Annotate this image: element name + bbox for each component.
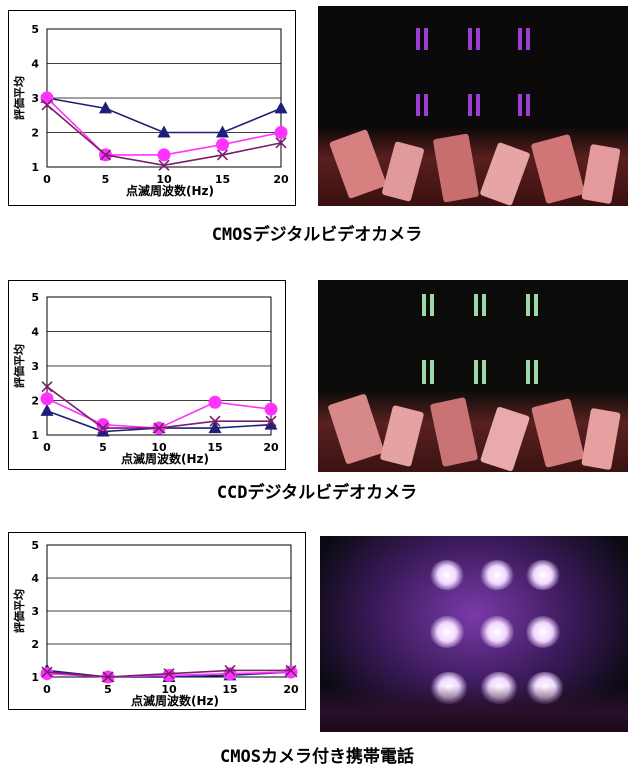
data-point-triangle [99, 101, 112, 114]
data-point-x-stroke [163, 668, 175, 680]
y-tick-label: 1 [31, 671, 39, 684]
y-tick-label: 3 [31, 360, 39, 373]
y-tick-label: 2 [31, 638, 39, 651]
x-tick-label: 15 [207, 441, 222, 454]
data-point-circle [208, 395, 222, 409]
y-tick-label: 1 [31, 429, 39, 442]
data-point-triangle [157, 125, 171, 138]
x-tick-label: 20 [273, 173, 289, 186]
data-point-x [158, 159, 170, 171]
data-point-x [41, 666, 53, 678]
data-point-circle [223, 667, 237, 681]
data-point-x [265, 415, 277, 427]
data-point-x-stroke [41, 381, 53, 393]
data-point-circle [157, 148, 171, 162]
data-point-x [216, 149, 229, 161]
caption-cmos-phone: CMOSカメラ付き携帯電話 [220, 747, 414, 767]
x-tick-label: 0 [43, 441, 51, 454]
y-tick-label: 4 [31, 58, 39, 71]
data-point-x [97, 422, 109, 434]
data-point-circle [284, 665, 298, 679]
y-tick-label: 3 [31, 605, 39, 618]
photo-ccd-video [318, 280, 628, 472]
data-point-triangle [216, 125, 229, 138]
x-tick-label: 5 [104, 683, 112, 696]
data-point-triangle [40, 403, 54, 416]
x-tick-label: 5 [99, 441, 107, 454]
x-axis-label: 点滅周波数(Hz) [126, 183, 214, 198]
photo-cmos-phone [320, 536, 628, 732]
y-tick-label: 2 [31, 127, 39, 140]
data-point-circle [216, 138, 229, 152]
chart-ccd-video: 1 2 3 4 5 0 5 10 15 20 点滅周波数(Hz) 評価平均 [8, 280, 286, 470]
caption-cmos-video: CMOSデジタルビデオカメラ [211, 225, 423, 245]
x-tick-label: 15 [222, 683, 237, 696]
data-point-circle [162, 668, 176, 682]
data-point-circle [264, 402, 278, 416]
y-tick-label: 3 [31, 92, 39, 105]
data-point-x-stroke [216, 149, 229, 161]
y-tick-label: 4 [31, 326, 39, 339]
x-axis-label: 点滅周波数(Hz) [121, 451, 209, 466]
data-point-x-stroke [224, 664, 236, 676]
data-point-x-stroke [265, 415, 277, 427]
chart-svg: 1 2 3 4 5 0 5 10 15 20 点滅周波数(Hz) 評価平均 [12, 539, 299, 708]
data-point-triangle [274, 101, 288, 114]
caption-ccd-video: CCDデジタルビデオカメラ [216, 483, 418, 503]
data-point-triangle [208, 421, 222, 434]
panel-ccd-video: 1 2 3 4 5 0 5 10 15 20 点滅周波数(Hz) 評価平均 CCDデジタルビデオカメラ [8, 280, 628, 503]
y-axis-label: 評価平均 [12, 76, 26, 120]
data-point-x [41, 381, 53, 393]
data-point-x [153, 422, 165, 434]
data-point-x [102, 671, 114, 683]
data-point-x [275, 137, 287, 149]
x-tick-label: 20 [283, 683, 299, 696]
data-point-x [224, 664, 236, 676]
chart-cmos-video: 1 2 3 4 5 0 5 10 15 20 点滅周波数(Hz) 評価平均 [8, 10, 296, 206]
x-tick-label: 20 [263, 441, 279, 454]
x-tick-label: 5 [102, 173, 110, 186]
data-point-x-stroke [41, 666, 53, 678]
data-point-x-stroke [41, 99, 53, 111]
y-tick-label: 5 [31, 291, 39, 304]
y-tick-label: 5 [31, 539, 39, 552]
y-tick-label: 1 [31, 161, 39, 174]
y-tick-label: 4 [31, 572, 39, 585]
data-point-x-stroke [275, 137, 287, 149]
x-tick-label: 15 [215, 173, 230, 186]
data-point-circle [40, 667, 54, 681]
y-axis-label: 評価平均 [12, 344, 26, 388]
data-point-x [163, 668, 175, 680]
data-point-x [209, 415, 221, 427]
y-axis-label: 評価平均 [12, 589, 26, 633]
data-point-circle [274, 126, 288, 139]
data-point-x-stroke [153, 422, 165, 434]
data-point-x-stroke [209, 415, 221, 427]
y-tick-label: 2 [31, 395, 39, 408]
data-point-x [99, 149, 112, 161]
x-tick-label: 10 [156, 173, 172, 186]
x-tick-label: 10 [161, 683, 177, 696]
data-point-x [41, 99, 53, 111]
x-tick-label: 0 [43, 173, 51, 186]
data-point-x-stroke [102, 671, 114, 683]
data-point-circle [40, 392, 54, 406]
data-point-x-stroke [97, 422, 109, 434]
data-point-x-stroke [285, 664, 297, 676]
photo-cmos-video [318, 6, 628, 206]
data-point-x-stroke [158, 159, 170, 171]
x-tick-label: 0 [43, 683, 51, 696]
data-point-triangle [264, 417, 278, 430]
chart-cmos-phone: 1 2 3 4 5 0 5 10 15 20 点滅周波数(Hz) 評価平均 [8, 532, 306, 710]
chart-svg: 1 2 3 4 5 0 5 10 15 20 点滅周波数(Hz) 評価平均 [12, 23, 289, 198]
y-tick-label: 5 [31, 23, 39, 36]
panel-cmos-video: 1 2 3 4 5 0 5 10 15 20 点滅周波数(Hz) 評価平均 CMOSデジタルビデオカメ… [0, 0, 634, 250]
chart-svg: 1 2 3 4 5 0 5 10 15 20 点滅周波数(Hz) 評価平均 [12, 291, 279, 466]
x-axis-label: 点滅周波数(Hz) [131, 693, 219, 708]
data-point-x-stroke [99, 149, 112, 161]
x-tick-label: 10 [151, 441, 167, 454]
data-point-x [285, 664, 297, 676]
